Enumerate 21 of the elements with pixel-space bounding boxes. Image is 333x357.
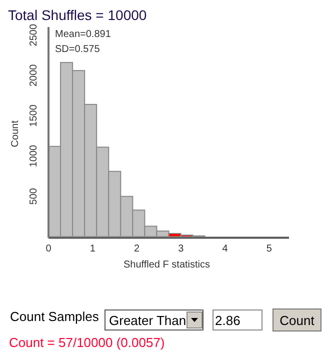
y-tick-label: 500 (28, 188, 40, 205)
text: Count Samples (10, 309, 100, 324)
x-tick-label: 4 (222, 244, 228, 255)
x-tick-label: 5 (266, 244, 272, 255)
text: Greater Than (109, 313, 186, 328)
text: Count = 57/10000 (0.0057) (9, 335, 165, 350)
text: 2.86 (215, 313, 240, 328)
y-tick-label: 1500 (28, 104, 40, 127)
x-tick-label: 0 (46, 244, 52, 255)
y-axis-title: Count (10, 120, 21, 148)
x-axis-title: Shuffled F statistics (123, 260, 210, 271)
x-tick-label: 2 (134, 244, 140, 255)
y-tick-label: 1000 (28, 144, 40, 168)
annotation: Mean=0.891 (55, 29, 112, 40)
text: Count (280, 313, 315, 328)
x-tick-label: 1 (90, 244, 96, 255)
y-tick-label: 2500 (28, 24, 40, 46)
annotation: SD=0.575 (55, 44, 100, 55)
chart-title: Total Shuffles = 10000 (8, 7, 147, 23)
y-tick-label: 2000 (28, 64, 40, 87)
x-tick-label: 3 (178, 244, 184, 255)
